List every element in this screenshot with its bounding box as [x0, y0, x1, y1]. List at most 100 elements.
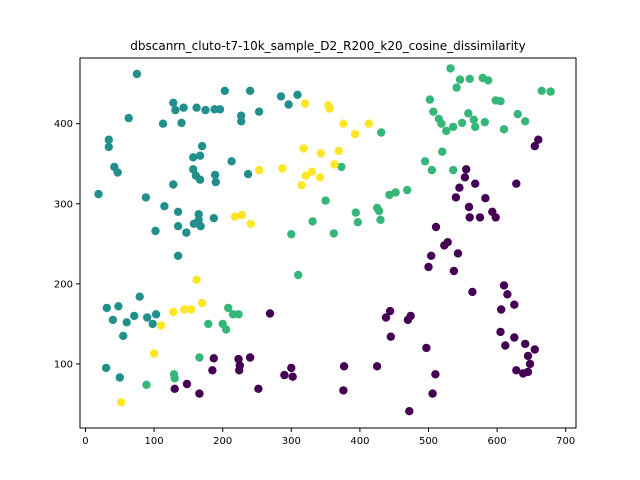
data-point-cluster-1-25 [169, 180, 178, 189]
data-point-cluster-3-13 [297, 181, 306, 190]
data-point-cluster-0-37 [381, 313, 391, 322]
data-point-cluster-1-45 [151, 226, 160, 236]
data-point-cluster-3-2 [325, 104, 334, 113]
data-point-cluster-1-8 [201, 105, 210, 115]
data-point-cluster-0-35 [523, 367, 533, 377]
data-point-cluster-2-48 [204, 319, 213, 329]
data-point-cluster-0-17 [427, 251, 436, 260]
data-point-cluster-0-9 [451, 193, 461, 202]
data-point-cluster-1-23 [94, 189, 103, 199]
data-point-cluster-0-57 [254, 384, 263, 393]
y-axis: 100 200 300 400 [54, 119, 80, 370]
data-point-cluster-3-4 [350, 129, 360, 139]
data-point-cluster-1-57 [101, 363, 111, 373]
data-point-cluster-0-25 [497, 305, 506, 314]
data-point-cluster-2-4 [455, 75, 465, 84]
data-point-cluster-3-19 [192, 275, 201, 284]
data-point-cluster-0-24 [510, 300, 519, 309]
data-point-cluster-2-51 [170, 374, 179, 383]
data-point-cluster-0-6 [471, 179, 480, 188]
data-point-cluster-3-0 [300, 99, 310, 108]
x-tick-label: 500 [419, 436, 438, 447]
x-tick-label: 0 [82, 436, 88, 447]
data-point-cluster-2-15 [480, 117, 489, 127]
data-point-cluster-3-23 [180, 305, 189, 314]
data-point-cluster-1-1 [169, 98, 178, 108]
data-point-cluster-0-45 [288, 372, 297, 381]
data-point-cluster-0-22 [499, 281, 509, 290]
x-tick-label: 200 [213, 436, 232, 447]
data-point-cluster-1-4 [177, 118, 186, 128]
data-point-cluster-0-36 [385, 306, 395, 316]
data-point-cluster-2-13 [464, 109, 473, 118]
data-point-cluster-1-6 [124, 113, 133, 123]
data-point-cluster-2-10 [442, 126, 451, 136]
data-point-cluster-1-7 [192, 103, 201, 112]
x-tick-label: 600 [488, 436, 507, 447]
points-layer [94, 64, 555, 416]
data-point-cluster-2-18 [496, 97, 505, 106]
data-point-cluster-3-18 [246, 219, 255, 228]
data-point-cluster-0-59 [431, 370, 440, 379]
data-point-cluster-2-47 [234, 310, 243, 319]
data-point-cluster-1-50 [122, 318, 131, 327]
data-point-cluster-3-8 [334, 146, 343, 156]
data-point-cluster-1-38 [211, 177, 220, 187]
data-point-cluster-0-40 [386, 332, 395, 341]
data-point-cluster-0-31 [523, 351, 533, 361]
data-point-cluster-1-39 [227, 157, 236, 166]
data-point-cluster-2-12 [457, 118, 467, 128]
data-point-cluster-0-61 [405, 407, 414, 416]
data-point-cluster-1-42 [194, 215, 203, 224]
data-point-cluster-2-41 [294, 270, 303, 280]
data-point-cluster-2-16 [471, 122, 480, 132]
data-point-cluster-1-32 [195, 151, 205, 160]
data-point-cluster-2-43 [224, 303, 233, 313]
data-point-cluster-1-53 [135, 292, 144, 301]
data-point-cluster-0-39 [403, 315, 413, 325]
x-tick-label: 300 [282, 436, 301, 447]
data-point-cluster-1-44 [209, 214, 218, 223]
data-point-cluster-3-14 [278, 164, 287, 173]
data-point-cluster-0-44 [287, 363, 296, 373]
data-point-cluster-0-54 [195, 389, 204, 398]
x-tick-label: 100 [145, 436, 164, 447]
data-point-cluster-1-47 [102, 303, 112, 313]
data-point-cluster-3-16 [237, 210, 247, 220]
data-point-cluster-1-22 [113, 168, 122, 177]
data-point-cluster-0-11 [475, 213, 485, 222]
data-point-cluster-0-58 [422, 343, 431, 353]
data-point-cluster-3-21 [186, 305, 196, 314]
data-point-cluster-3-5 [364, 119, 373, 128]
data-point-cluster-1-19 [104, 135, 114, 144]
data-point-cluster-0-46 [280, 370, 289, 380]
data-point-cluster-0-27 [510, 333, 519, 342]
data-point-cluster-1-56 [151, 310, 161, 319]
data-point-cluster-2-49 [195, 353, 204, 362]
data-point-cluster-2-3 [484, 76, 493, 85]
data-point-cluster-0-41 [372, 362, 382, 371]
data-point-cluster-1-2 [171, 105, 180, 115]
data-point-cluster-0-32 [525, 359, 535, 369]
data-point-cluster-0-56 [170, 384, 179, 393]
data-point-cluster-0-18 [424, 262, 433, 272]
data-point-cluster-1-0 [132, 69, 142, 79]
data-point-cluster-0-33 [512, 366, 521, 375]
data-point-cluster-1-40 [243, 169, 253, 179]
data-point-cluster-2-9 [437, 119, 446, 128]
data-point-cluster-2-21 [521, 117, 530, 126]
y-tick-label: 200 [54, 279, 73, 290]
data-point-cluster-0-48 [245, 353, 255, 362]
data-point-cluster-2-11 [449, 122, 458, 132]
data-point-cluster-1-29 [182, 228, 191, 237]
data-point-cluster-1-58 [115, 373, 125, 382]
data-point-cluster-1-52 [130, 311, 139, 321]
data-point-cluster-2-5 [452, 83, 461, 92]
data-point-cluster-0-1 [530, 141, 539, 151]
data-point-cluster-3-7 [316, 149, 325, 158]
data-point-cluster-1-18 [293, 90, 302, 100]
data-point-cluster-3-24 [156, 321, 166, 330]
data-point-cluster-0-10 [465, 213, 474, 222]
data-point-cluster-2-46 [218, 319, 227, 329]
